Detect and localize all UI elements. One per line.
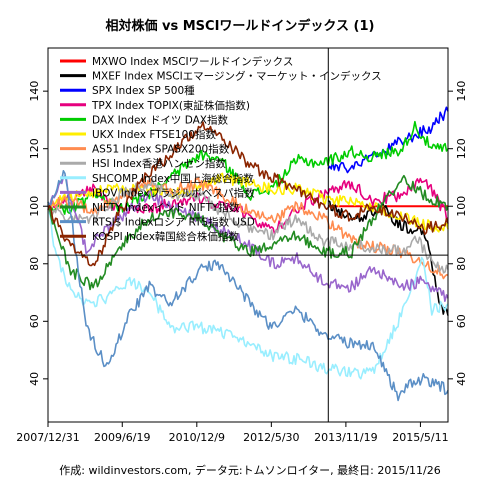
x-tick-label: 2009/6/19: [94, 431, 150, 444]
legend-entry-label: RTSI$ Indexロシア RTS指数 USD: [92, 216, 255, 229]
legend-entry-label: TPX Index TOPIX(東証株価指数): [91, 99, 250, 112]
x-tick-label: 2010/12/9: [169, 431, 225, 444]
chart-title: 相対株価 vs MSCIワールドインデックス (1): [105, 18, 374, 34]
legend-entry-label: IBOV Indexブラジルボベスパ指数: [92, 186, 255, 199]
series-line-13: [47, 121, 449, 267]
plot-frame: [47, 47, 449, 423]
y-tick-label-left: 140: [28, 81, 41, 102]
legend-entry-label: KOSPI Index韓国総合株価指数: [92, 230, 239, 243]
y-axis-right: 40 60 80 100 120 140: [448, 81, 468, 386]
legend: MXWO Index MSCIワールドインデックス MXEF Index MSCI…: [60, 55, 382, 243]
y-tick-label-right: 140: [455, 81, 468, 102]
y-tick-label-right: 80: [455, 257, 468, 271]
x-axis: 2007/12/31 2009/6/19 2010/12/9 2012/5/30 201…: [16, 422, 449, 444]
y-tick-label-left: 40: [28, 372, 41, 386]
series-line-3: [327, 106, 449, 174]
x-tick-label: 2012/5/30: [243, 431, 299, 444]
series-line-12: [47, 170, 449, 402]
legend-entry-label: HSI Index香港ハンセン指数: [92, 157, 226, 170]
y-tick-label-left: 100: [28, 196, 41, 217]
y-axis-left: 40 60 80 100 120 140: [28, 81, 48, 386]
x-tick-label: 2013/11/19: [314, 431, 377, 444]
y-tick-label-left: 80: [28, 257, 41, 271]
y-tick-label-right: 100: [455, 196, 468, 217]
reference-lines: [48, 48, 448, 422]
y-tick-label-left: 60: [28, 314, 41, 328]
x-tick-label: 2007/12/31: [16, 431, 79, 444]
legend-entry-label: SHCOMP Index中国上海総合指数: [92, 172, 254, 185]
y-tick-label-left: 120: [28, 138, 41, 159]
legend-entry-label: UKX Index FTSE100指数: [92, 128, 216, 141]
legend-entry-label: SPX Index SP 500種: [92, 84, 195, 97]
legend-entry-label: AS51 Index SPASX200指数: [92, 143, 230, 156]
legend-entry-label: MXWO Index MSCIワールドインデックス: [92, 55, 293, 68]
chart-footer: 作成: wildinvestors.com, データ元:トムソンロイター, 最終…: [59, 463, 440, 477]
y-tick-label-right: 60: [455, 314, 468, 328]
y-tick-label-right: 120: [455, 138, 468, 159]
x-tick-label: 2015/5/11: [392, 431, 448, 444]
legend-entry-label: NIFTY Indexインド NIFTY指数: [92, 201, 240, 214]
y-tick-label-right: 40: [455, 372, 468, 386]
legend-entry-label: MXEF Index MSCIエマージング・マーケット・インデックス: [92, 70, 382, 83]
series-line-8: [47, 178, 449, 274]
legend-entry-label: DAX Index ドイツ DAX指数: [92, 113, 228, 126]
